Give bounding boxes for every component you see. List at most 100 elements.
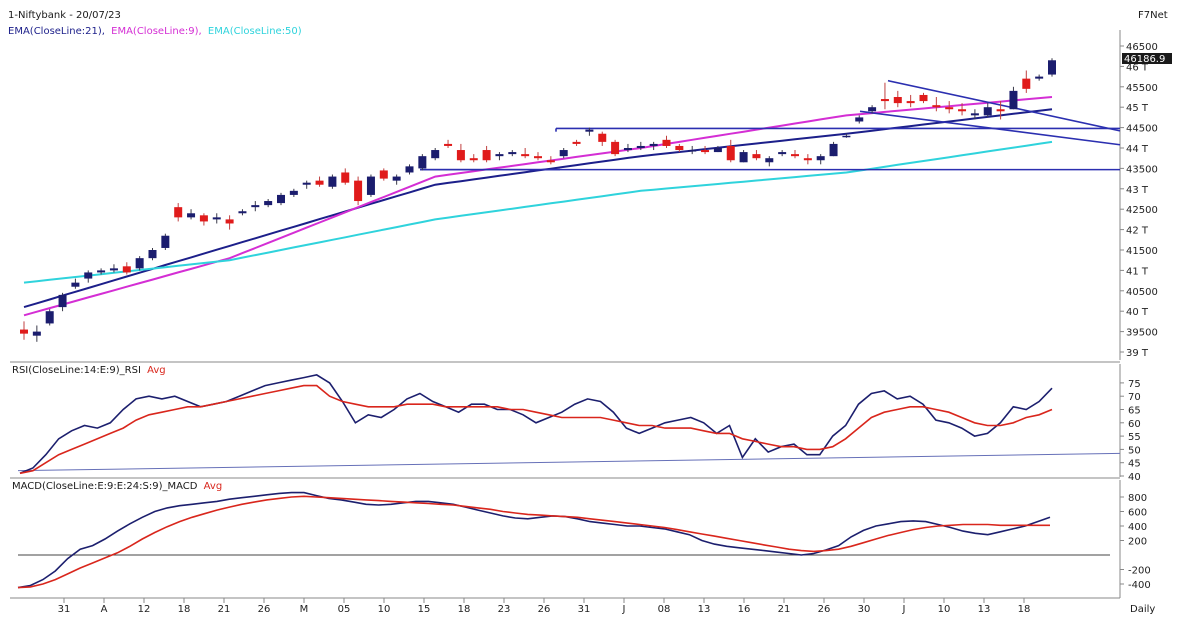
candle xyxy=(20,321,28,340)
rsi-tick-label: 65 xyxy=(1128,406,1141,417)
candle-body xyxy=(264,201,273,206)
rsi-label-avg: Avg xyxy=(147,365,166,376)
candle xyxy=(701,145,710,155)
candle-body xyxy=(803,158,812,161)
x-tick-label: 30 xyxy=(858,604,871,615)
candle xyxy=(187,209,196,220)
ema9-legend: EMA(CloseLine:9), xyxy=(111,26,202,37)
candle xyxy=(58,292,67,312)
candle-body xyxy=(1035,76,1044,79)
candle-body xyxy=(392,176,401,181)
candle-body xyxy=(906,101,915,104)
price-tick-label: 44500 xyxy=(1126,124,1158,135)
x-tick-label: J xyxy=(622,604,626,615)
candle-body xyxy=(701,150,710,153)
ema-line-1 xyxy=(23,96,1053,317)
candle-body xyxy=(842,135,851,138)
price-tick-label: 41 T xyxy=(1126,266,1149,277)
candle-body xyxy=(289,190,298,195)
ema-line-2 xyxy=(23,140,1053,284)
trendline-3 xyxy=(887,79,1121,132)
x-tick-label: 16 xyxy=(738,604,751,615)
candle-body xyxy=(187,213,196,218)
x-tick-label: M xyxy=(300,604,309,615)
x-tick-label: 21 xyxy=(218,604,231,615)
candle xyxy=(456,143,465,163)
candle-body xyxy=(482,150,491,161)
x-tick-label: 10 xyxy=(378,604,391,615)
candle-body xyxy=(829,143,838,157)
price-tick-label: 45500 xyxy=(1126,83,1158,94)
candle xyxy=(1009,86,1018,110)
rsi-trendline xyxy=(17,452,1121,472)
x-tick-label: 31 xyxy=(578,604,591,615)
candle xyxy=(778,150,787,157)
candle-body xyxy=(713,148,722,153)
rsi-label-main: RSI(CloseLine:14:E:9)_RSI xyxy=(12,365,141,376)
last-price-tag xyxy=(1122,53,1172,64)
ema21-legend: EMA(CloseLine:21), xyxy=(8,26,105,37)
candle xyxy=(354,176,363,206)
candle xyxy=(174,203,183,222)
candle xyxy=(225,215,234,230)
candle xyxy=(739,150,748,163)
price-tick-label: 45 T xyxy=(1126,103,1149,114)
candle-body xyxy=(122,266,131,273)
candle-body xyxy=(623,148,632,151)
candle xyxy=(264,199,273,208)
candle-body xyxy=(97,270,106,273)
x-tick-label: 18 xyxy=(178,604,191,615)
candle-body xyxy=(328,176,337,187)
candle xyxy=(32,325,41,342)
x-tick-label: 12 xyxy=(138,604,151,615)
rsi-tick-label: 70 xyxy=(1128,392,1141,403)
candle-body xyxy=(366,176,375,195)
price-tick-label: 42 T xyxy=(1126,226,1149,237)
candle-body xyxy=(444,143,453,146)
candle-body xyxy=(611,141,620,155)
x-tick-label: 18 xyxy=(458,604,471,615)
candle-body xyxy=(469,158,478,161)
candle xyxy=(546,156,555,165)
candle-body xyxy=(109,268,118,271)
candle xyxy=(418,154,427,171)
rsi-panel-label: RSI(CloseLine:14:E:9)_RSI Avg xyxy=(12,365,166,376)
candle-body xyxy=(456,150,465,161)
x-tick-label: 18 xyxy=(1018,604,1031,615)
candle-body xyxy=(277,194,285,204)
candle-body xyxy=(212,217,221,220)
trendlines xyxy=(420,79,1121,171)
x-tick-label: 13 xyxy=(978,604,991,615)
rsi-lines xyxy=(17,374,1121,475)
candle xyxy=(392,174,401,185)
x-tick-label: 05 xyxy=(338,604,351,615)
x-tick-label: 26 xyxy=(258,604,271,615)
candle xyxy=(135,256,144,271)
candle-body xyxy=(559,150,568,157)
candle-body xyxy=(958,109,967,112)
candle xyxy=(855,115,864,124)
price-tick-label: 42500 xyxy=(1126,205,1158,216)
candle-body xyxy=(855,117,864,122)
candle-body xyxy=(636,145,645,148)
x-tick-label: 10 xyxy=(938,604,951,615)
candle xyxy=(148,247,157,261)
candle-body xyxy=(945,107,954,110)
candle xyxy=(161,233,170,250)
candle xyxy=(791,150,799,159)
candle-body xyxy=(919,94,928,102)
price-tick-label: 39500 xyxy=(1126,328,1158,339)
candle-body xyxy=(45,311,54,324)
rsi-tick-label: 50 xyxy=(1128,445,1141,456)
candle-body xyxy=(174,207,183,218)
candle xyxy=(379,168,388,181)
candle-body xyxy=(752,154,761,159)
candle xyxy=(906,94,915,108)
candle xyxy=(816,154,825,165)
candle xyxy=(405,164,414,175)
macd-tick-label: 400 xyxy=(1128,522,1147,533)
rsi-axis-labels: 75 70 65 60 55 50 45 40 xyxy=(1120,379,1141,483)
candle-body xyxy=(1022,78,1031,89)
candle-body xyxy=(341,172,350,183)
price-tick-label: 40 T xyxy=(1126,307,1149,318)
